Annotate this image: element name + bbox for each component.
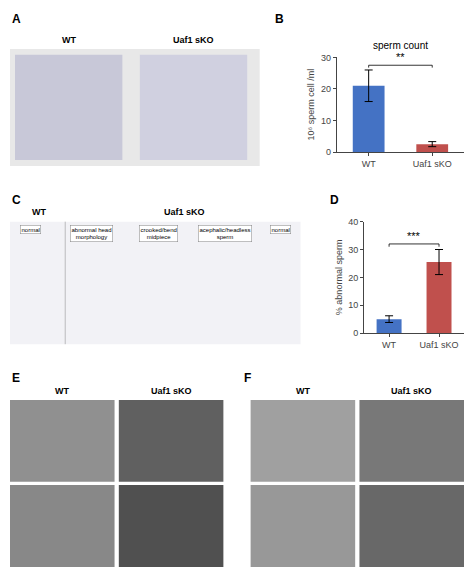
svg-text:10: 10 [348, 300, 358, 310]
svg-text:10⁶ sperm cell /ml: 10⁶ sperm cell /ml [306, 69, 316, 141]
svg-text:F: F [244, 371, 251, 385]
svg-text:Uaf1 sKO: Uaf1 sKO [151, 386, 192, 396]
svg-text:Uaf1 sKO: Uaf1 sKO [164, 207, 205, 217]
svg-text:0: 0 [353, 328, 358, 338]
svg-text:acephalic/headlesssperm: acephalic/headlesssperm [200, 227, 251, 241]
svg-text:WT: WT [362, 159, 376, 169]
svg-text:D: D [330, 193, 339, 207]
svg-text:0: 0 [326, 147, 331, 157]
svg-text:10: 10 [321, 116, 331, 126]
svg-text:WT: WT [382, 340, 396, 350]
svg-text:WT: WT [55, 386, 69, 396]
svg-text:30: 30 [348, 245, 358, 255]
svg-text:Uaf1 sKO: Uaf1 sKO [391, 386, 432, 396]
svg-text:A: A [12, 12, 21, 26]
svg-text:Uaf1 sKO: Uaf1 sKO [173, 35, 214, 45]
svg-text:WT: WT [296, 386, 310, 396]
svg-text:***: *** [407, 230, 421, 242]
svg-text:30: 30 [321, 52, 331, 62]
svg-text:C: C [12, 193, 21, 207]
svg-text:crooked/bendmidpiece: crooked/bendmidpiece [141, 227, 177, 241]
svg-text:WT: WT [62, 35, 76, 45]
svg-text:B: B [275, 12, 284, 26]
svg-text:20: 20 [321, 84, 331, 94]
svg-text:E: E [12, 371, 20, 385]
svg-text:**: ** [396, 51, 405, 63]
svg-text:Uaf1 sKO: Uaf1 sKO [420, 340, 459, 350]
svg-text:abnormal headmorphology: abnormal headmorphology [72, 227, 112, 241]
svg-text:Uaf1 sKO: Uaf1 sKO [413, 159, 452, 169]
svg-text:sperm count: sperm count [373, 40, 428, 51]
svg-text:40: 40 [348, 217, 358, 227]
svg-text:WT: WT [32, 207, 46, 217]
svg-text:% abnormal sperm: % abnormal sperm [334, 240, 344, 316]
svg-text:normal: normal [22, 227, 40, 233]
svg-text:20: 20 [348, 273, 358, 283]
svg-text:normal: normal [272, 227, 290, 233]
